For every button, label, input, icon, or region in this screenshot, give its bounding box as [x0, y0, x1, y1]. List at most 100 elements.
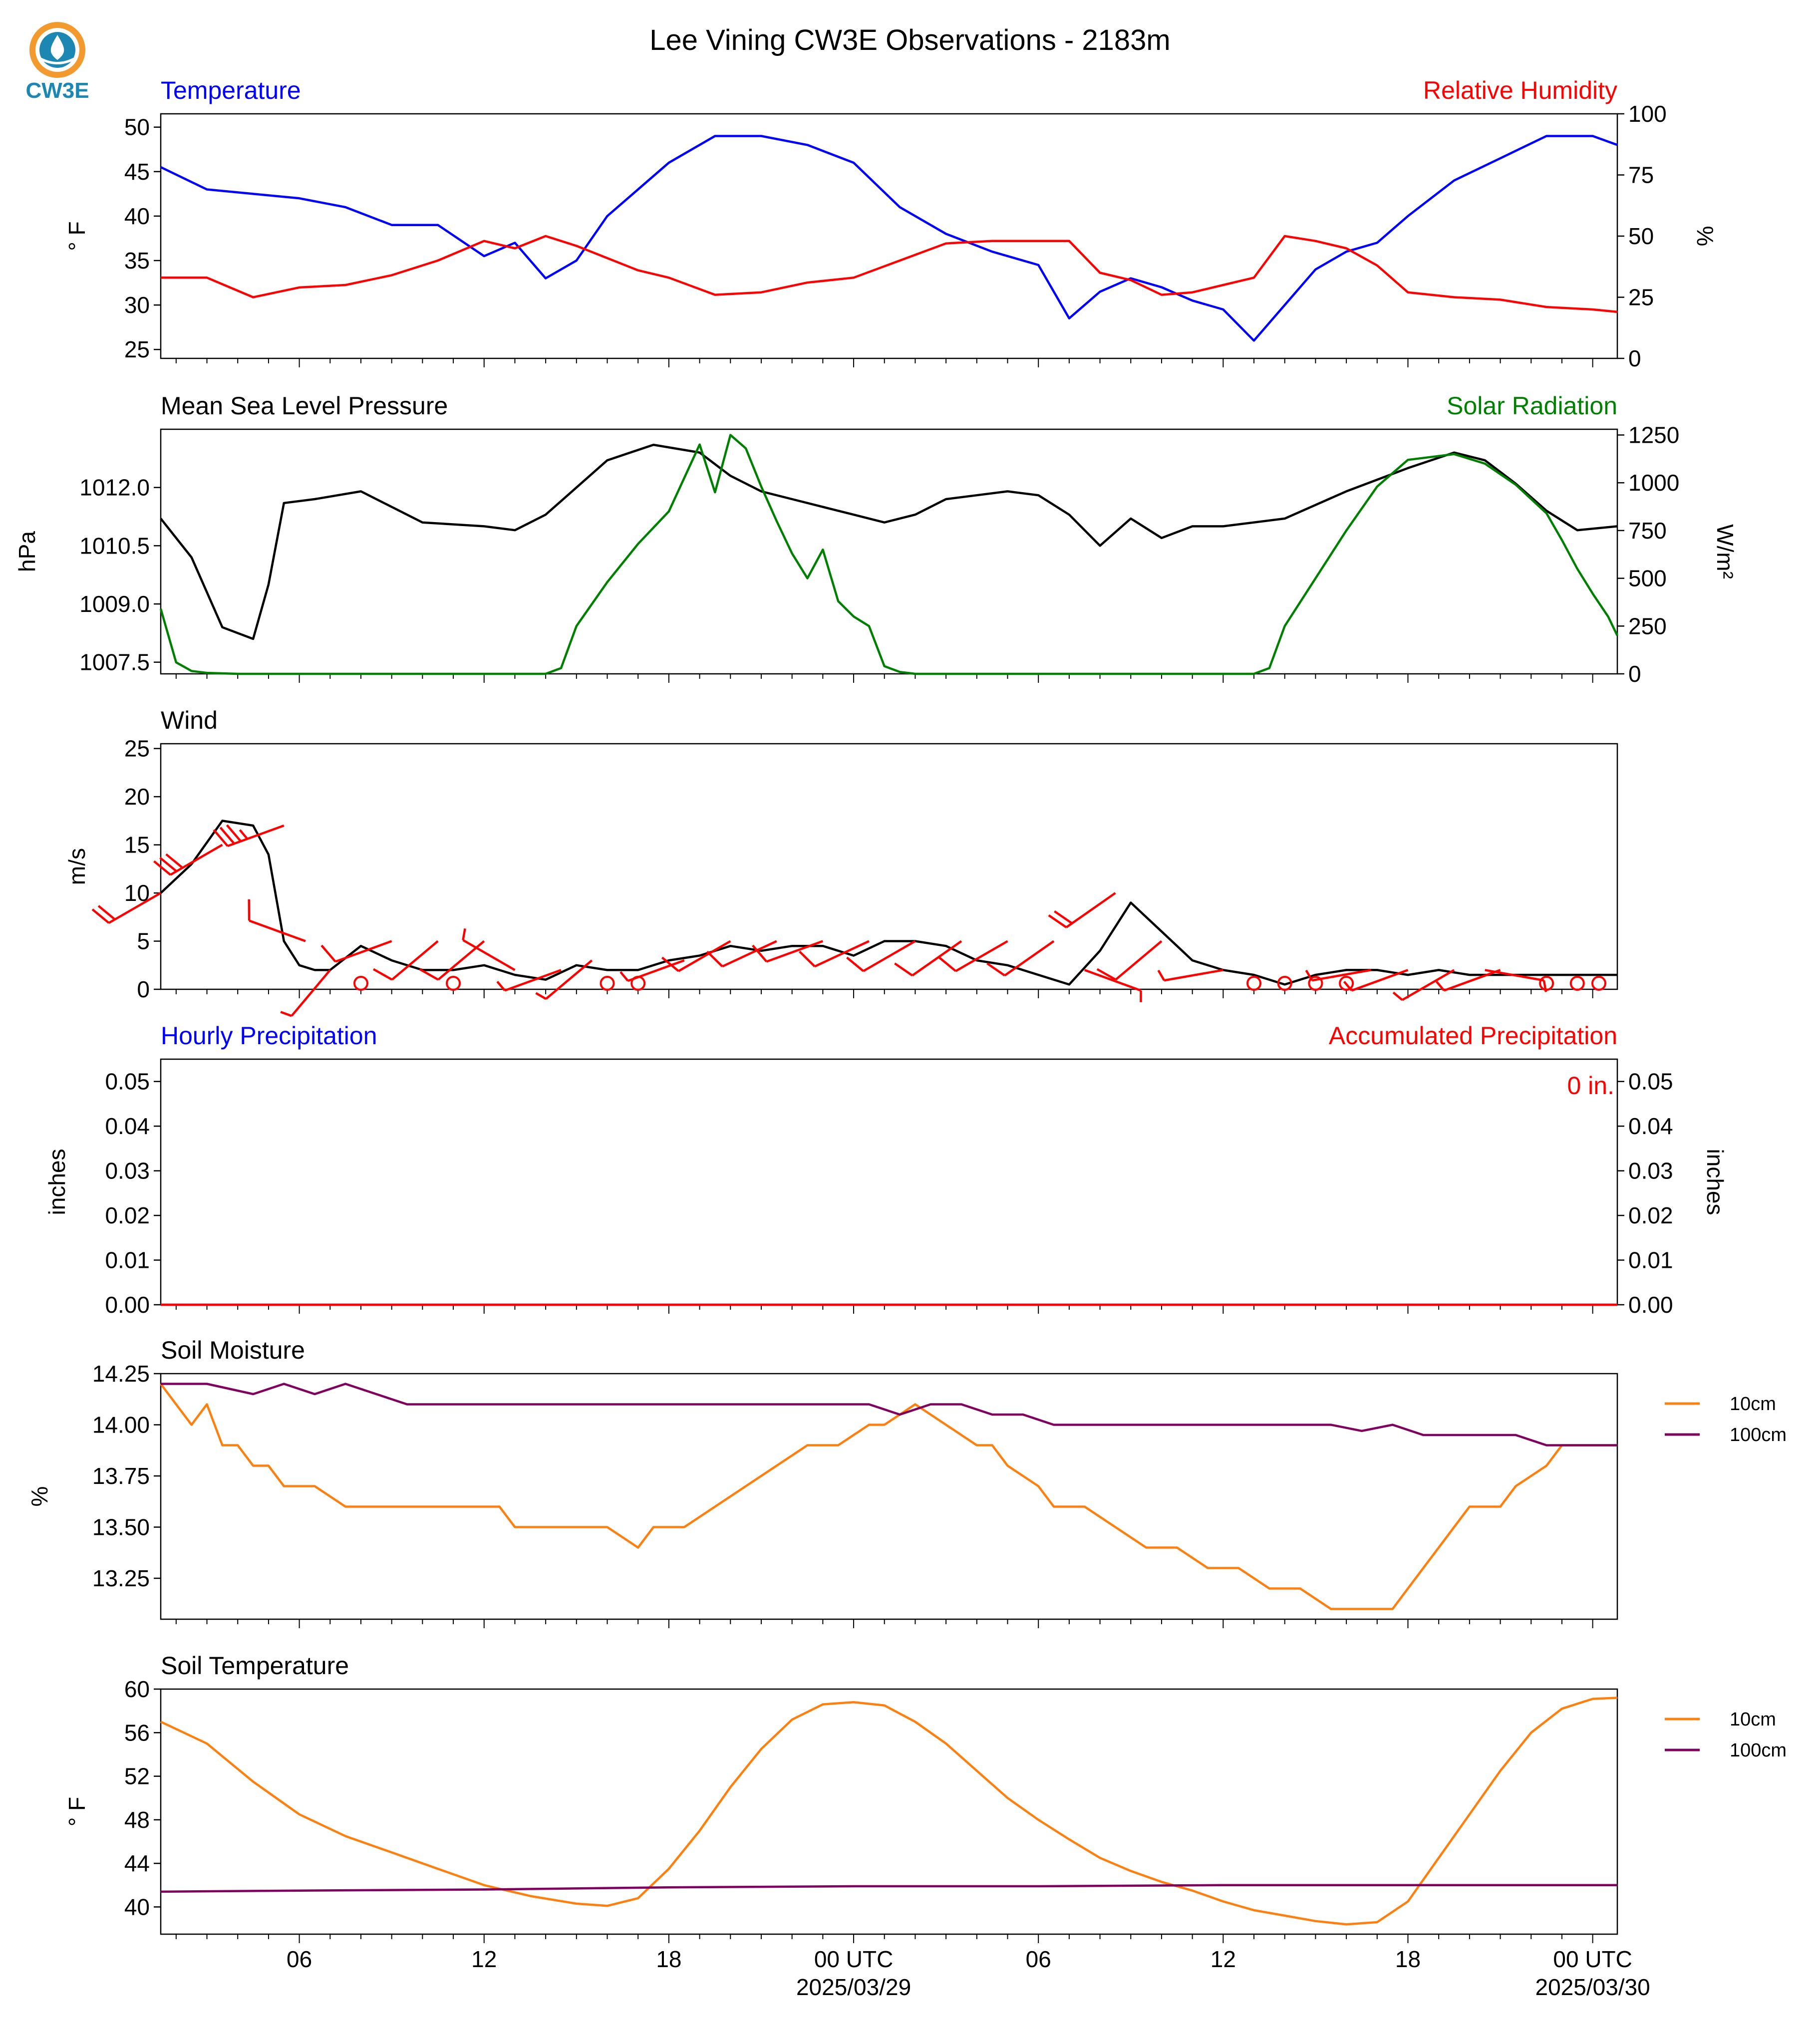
wind-barb — [462, 939, 516, 971]
logo-text: CW3E — [25, 78, 89, 103]
wind-barb-calm — [1246, 976, 1262, 991]
wind-barb-feather — [938, 956, 957, 972]
panel-soil_moisture: Soil Moisture 13.25 13.50 13.75 14.00 14.25% 1… — [26, 1336, 1787, 1628]
wind-barb-half-feather — [1305, 969, 1313, 981]
logo-ring — [29, 22, 85, 78]
wind-barb-feather — [1096, 968, 1117, 981]
y-axis-label: m/s — [64, 848, 90, 885]
wind-barb-calm — [1308, 976, 1323, 991]
y-axis-label: ° F — [64, 221, 90, 251]
panel-title-left: Temperature — [161, 76, 301, 104]
legend-label: 100cm — [1730, 1740, 1787, 1761]
y-right-tick-label: 1000 — [1628, 470, 1679, 496]
y-tick-label: 25 — [124, 336, 150, 362]
legend-label: 10cm — [1730, 1709, 1776, 1730]
wind-barb-feather — [752, 944, 768, 963]
y-tick-label: 5 — [137, 928, 150, 954]
y-right-axis-label: inches — [1702, 1149, 1728, 1215]
y-tick-label: 1007.5 — [79, 649, 150, 675]
cw3e-logo: CW3E — [25, 22, 89, 103]
wind-barb-feather — [1048, 914, 1067, 928]
y-tick-label: 0.02 — [105, 1202, 150, 1228]
y-right-tick-label: 75 — [1628, 162, 1654, 188]
y-right-tick-label: 0.01 — [1628, 1247, 1673, 1273]
y-right-tick-label: 750 — [1628, 518, 1667, 544]
y-tick-label: 1012.0 — [79, 475, 150, 501]
y-tick-label: 0.01 — [105, 1247, 150, 1273]
y-tick-label: 0.00 — [105, 1292, 150, 1318]
y-tick-label: 1009.0 — [79, 591, 150, 617]
wind-barb — [108, 892, 162, 924]
legend-label: 100cm — [1730, 1425, 1787, 1446]
wind-barb — [627, 959, 685, 982]
wind-barb-half-feather — [1436, 981, 1445, 991]
wind-barb — [814, 940, 870, 968]
plot-frame — [160, 1373, 1618, 1620]
y-tick-label: 44 — [124, 1850, 150, 1876]
x-tick-label: 12 — [471, 1946, 497, 1972]
wind-barb-feather — [153, 860, 171, 876]
wind-barb — [863, 940, 916, 972]
y-right-tick-label: 0 — [1628, 345, 1641, 371]
wind-barb-calm — [1277, 976, 1292, 991]
series-line-10cm — [160, 1697, 1618, 1926]
x-tick-label: 12 — [1211, 1946, 1236, 1972]
wind-barb-calm — [600, 976, 615, 991]
x-tick-label: 06 — [1026, 1946, 1051, 1972]
y-tick-label: 20 — [124, 784, 150, 810]
wind-barb-feather — [219, 827, 235, 845]
y-tick-label: 45 — [124, 159, 150, 185]
wind-barb-feather — [799, 950, 816, 967]
wind-barb — [1115, 940, 1163, 981]
y-right-tick-label: 1250 — [1628, 422, 1679, 448]
wind-barb — [1164, 969, 1223, 982]
wind-barb-feather — [226, 824, 242, 842]
wind-barb-feather — [91, 908, 110, 924]
wind-barb-half-feather — [1392, 991, 1403, 1001]
wind-barb — [1311, 969, 1371, 982]
series-line-temperature — [160, 135, 1618, 342]
y-tick-label: 14.00 — [92, 1412, 150, 1438]
y-tick-label: 30 — [124, 292, 150, 318]
wind-barb-half-feather — [1343, 981, 1353, 991]
wind-barb-half-feather — [280, 1011, 292, 1017]
panel-title-left: Soil Moisture — [161, 1336, 305, 1364]
x-tick-label: 06 — [287, 1946, 312, 1972]
wind-barb-half-feather — [239, 829, 249, 840]
y-right-tick-label: 50 — [1628, 223, 1654, 249]
wind-barb-calm — [353, 976, 368, 991]
wind-barb-feather — [419, 968, 439, 981]
series-line-100cm — [160, 1884, 1617, 1893]
wind-barb-feather — [372, 968, 393, 981]
panel-title-left: Mean Sea Level Pressure — [161, 392, 448, 420]
legend: 10cm 100cm — [1665, 1709, 1787, 1761]
y-right-tick-label: 250 — [1628, 613, 1667, 639]
wind-barb — [1065, 892, 1116, 928]
wind-barb-feather — [320, 944, 336, 963]
wind-barb-half-feather — [619, 971, 629, 982]
panel-title-left: Hourly Precipitation — [161, 1022, 377, 1050]
y-tick-label: 40 — [124, 203, 150, 229]
wind-barb-feather — [159, 857, 178, 872]
wind-barb — [227, 824, 285, 848]
wind-barb-half-feather — [1157, 969, 1166, 981]
x-date-label: 2025/03/29 — [796, 1974, 911, 2000]
wind-barb-half-feather — [535, 992, 547, 1000]
wind-barb — [1004, 940, 1055, 977]
y-tick-label: 25 — [124, 736, 150, 762]
accumulated-precip-value: 0 in. — [1567, 1072, 1614, 1100]
y-right-tick-label: 0.03 — [1628, 1158, 1673, 1184]
series-line-solar-radiation — [159, 434, 1619, 675]
wind-barb-feather — [165, 853, 184, 869]
x-tick-label: 00 UTC — [814, 1946, 893, 1972]
y-right-axis-label: W/m² — [1712, 524, 1738, 579]
plot-frame — [160, 428, 1618, 675]
wind-barb-feather — [846, 956, 864, 972]
y-right-tick-label: 500 — [1628, 566, 1667, 591]
legend: 10cm 100cm — [1665, 1394, 1787, 1446]
y-right-tick-label: 0.04 — [1628, 1113, 1673, 1139]
figure-title: Lee Vining CW3E Observations - 2183m — [649, 24, 1170, 56]
wind-barb-calm — [446, 976, 461, 991]
wind-barb — [391, 940, 439, 981]
